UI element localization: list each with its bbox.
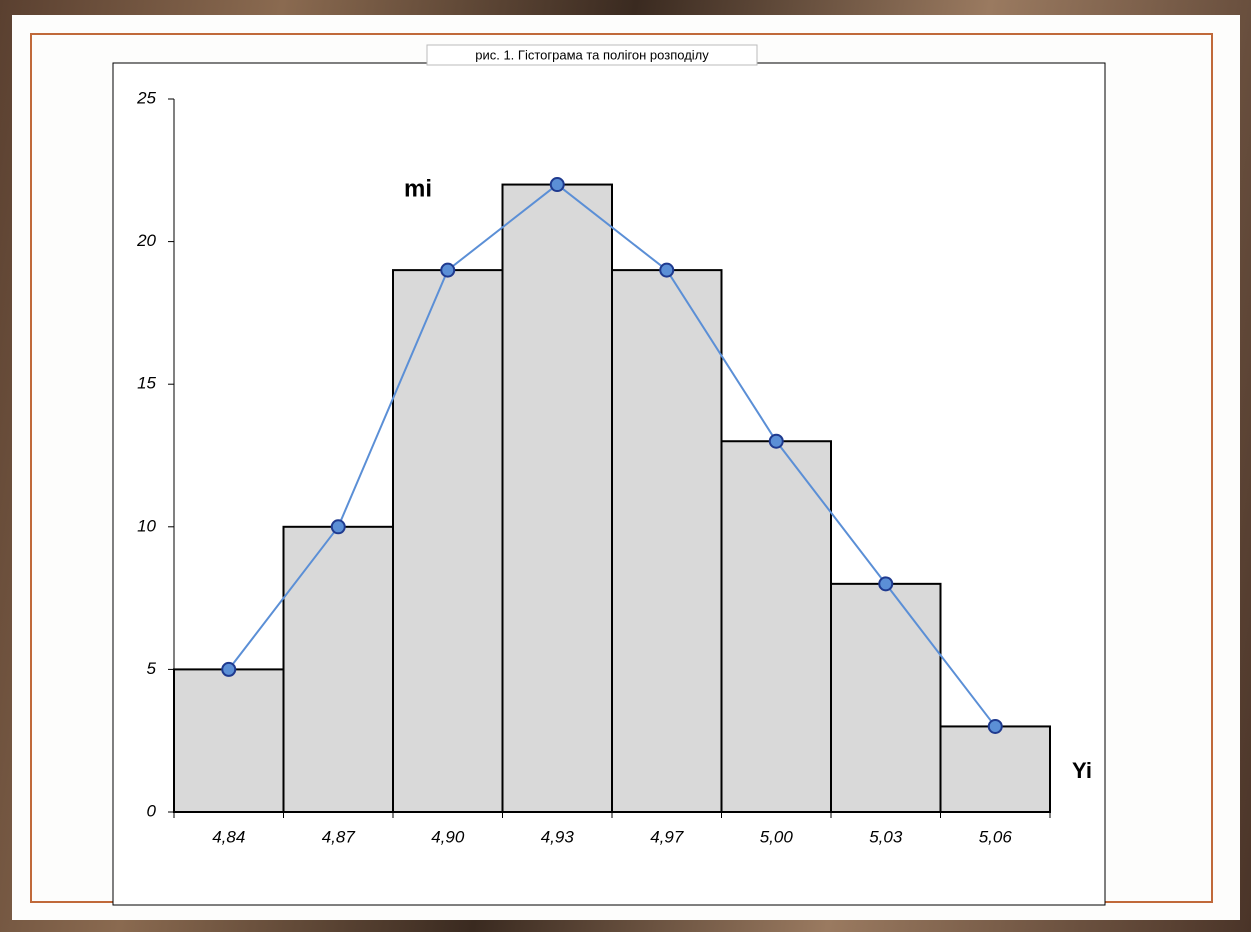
y-tick-label: 20 [136, 231, 156, 250]
polygon-marker [551, 178, 564, 191]
x-tick-label: 4,87 [322, 827, 356, 846]
page: рис. 1. Гістограма та полігон розподілу … [0, 0, 1251, 932]
x-tick-label: 5,03 [869, 827, 903, 846]
polygon-marker [989, 720, 1002, 733]
bar [503, 185, 613, 812]
polygon-marker [332, 520, 345, 533]
x-tick-label: 5,00 [760, 827, 794, 846]
chart: рис. 1. Гістограма та полігон розподілу … [0, 0, 1251, 932]
x-tick-label: 5,06 [979, 827, 1013, 846]
y-tick-label: 10 [137, 516, 156, 535]
chart-title: рис. 1. Гістограма та полігон розподілу [475, 47, 709, 62]
x-tick-label: 4,93 [541, 827, 575, 846]
x-tick-label: 4,84 [212, 827, 245, 846]
bar [393, 270, 503, 812]
bar [722, 441, 832, 812]
y-tick-label: 15 [137, 374, 156, 393]
x-annotation: Yi [1072, 758, 1092, 783]
polygon-marker [660, 264, 673, 277]
x-tick-label: 4,90 [431, 827, 465, 846]
bar [941, 726, 1051, 812]
bar [831, 584, 941, 812]
x-tick-label: 4,97 [650, 827, 684, 846]
y-tick-label: 25 [136, 88, 156, 107]
bar [612, 270, 722, 812]
polygon-marker [441, 264, 454, 277]
y-annotation: mi [404, 175, 432, 202]
bar [284, 527, 394, 812]
bar [174, 669, 284, 812]
polygon-marker [770, 435, 783, 448]
y-tick-label: 5 [147, 659, 157, 678]
polygon-marker [879, 577, 892, 590]
y-tick-label: 0 [147, 801, 157, 820]
polygon-marker [222, 663, 235, 676]
